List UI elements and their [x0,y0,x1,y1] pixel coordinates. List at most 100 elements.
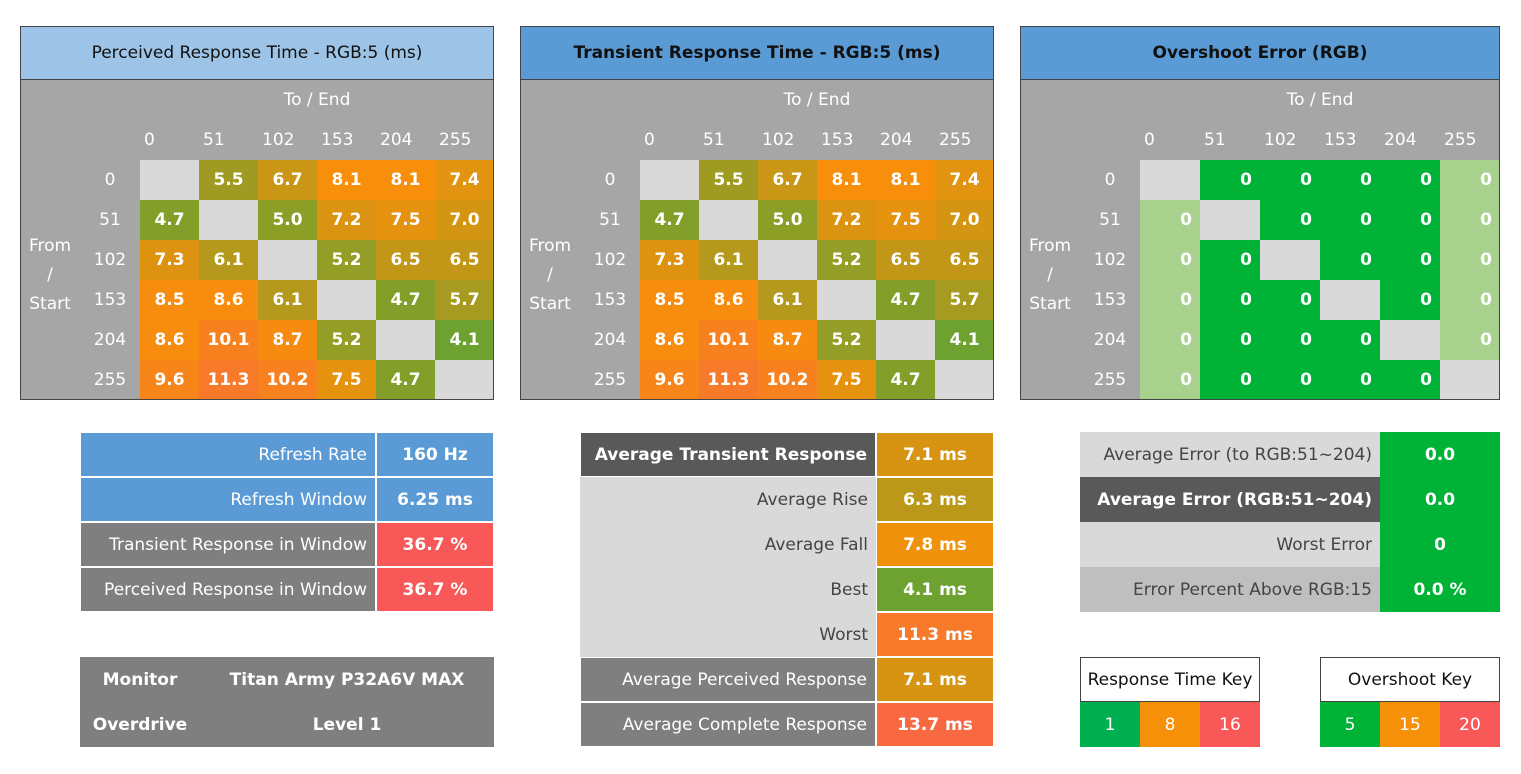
value-cell: 7.5 [876,200,935,240]
col-level: 0 [1140,120,1200,160]
value-cell: 5.2 [317,240,376,280]
corner [520,80,640,160]
key-value: 15 [1380,702,1440,747]
diagonal-cell [376,320,435,360]
value-cell: 7.0 [935,200,994,240]
col-level: 102 [1260,120,1320,160]
stat-label: Perceived Response in Window [80,567,376,612]
value-cell: 0 [1260,280,1320,320]
value-cell: 10.2 [258,360,317,400]
row-level: 255 [1080,360,1140,400]
value-cell: 0 [1260,360,1320,400]
diagonal-cell [140,160,199,200]
value-cell: 6.1 [699,240,758,280]
row-level: 204 [80,320,140,360]
value-cell: 7.5 [317,360,376,400]
row-header-line: / [47,265,53,285]
corner [1020,80,1140,160]
stat-label: Refresh Rate [80,432,376,477]
value-cell: 0 [1320,240,1380,280]
diagonal-cell [199,200,258,240]
value-cell: 6.7 [758,160,817,200]
row-level: 153 [580,280,640,320]
diagonal-cell [935,360,994,400]
row-header-line: Start [529,294,571,314]
value-cell: 8.1 [376,160,435,200]
matrix-title: Transient Response Time - RGB:5 (ms) [520,26,994,80]
value-cell: 0 [1380,240,1440,280]
transient-label: Average Fall [580,522,876,567]
error-value: 0.0 [1380,432,1500,477]
value-cell: 0 [1320,160,1380,200]
value-cell: 8.5 [640,280,699,320]
col-level: 51 [699,120,758,160]
value-cell: 5.7 [435,280,494,320]
diagonal-cell [435,360,494,400]
value-cell: 4.7 [876,360,935,400]
row-header-line: From [528,236,572,256]
monitor-label: Overdrive [80,702,200,747]
value-cell: 0 [1440,280,1500,320]
value-cell: 0 [1200,280,1260,320]
row-level: 102 [580,240,640,280]
value-cell: 10.2 [758,360,817,400]
row-level: 204 [1080,320,1140,360]
value-cell: 7.5 [817,360,876,400]
value-cell: 6.1 [258,280,317,320]
col-level: 102 [758,120,817,160]
value-cell: 0 [1320,360,1380,400]
col-level: 204 [1380,120,1440,160]
value-cell: 7.3 [640,240,699,280]
value-cell: 11.3 [699,360,758,400]
value-cell: 0 [1260,200,1320,240]
key-value: 16 [1200,702,1260,747]
key-value: 8 [1140,702,1200,747]
row-level: 51 [80,200,140,240]
value-cell: 6.5 [435,240,494,280]
matrix-title: Overshoot Error (RGB) [1020,26,1500,80]
value-cell: 0 [1440,240,1500,280]
value-cell: 0 [1140,320,1200,360]
row-header-line: / [1047,265,1053,285]
value-cell: 7.3 [140,240,199,280]
transient-value: 7.1 ms [876,657,994,702]
col-level: 0 [640,120,699,160]
stat-label: Transient Response in Window [80,522,376,567]
row-header [520,160,580,400]
error-label: Average Error (RGB:51~204) [1080,477,1380,522]
stat-value: 36.7 % [376,567,494,612]
error-value: 0.0 [1380,477,1500,522]
diagonal-cell [1260,240,1320,280]
value-cell: 10.1 [699,320,758,360]
value-cell: 4.7 [140,200,199,240]
row-header-line: From [28,236,72,256]
value-cell: 8.1 [876,160,935,200]
row-header-text: From / Start [20,232,80,319]
transient-label: Average Perceived Response [580,657,876,702]
monitor-value: Titan Army P32A6V MAX [200,657,494,702]
transient-label: Worst [580,612,876,657]
row-level: 255 [580,360,640,400]
value-cell: 0 [1320,320,1380,360]
value-cell: 5.5 [199,160,258,200]
row-header-text: From / Start [1020,232,1080,319]
diagonal-cell [317,280,376,320]
value-cell: 0 [1380,200,1440,240]
diagonal-cell [876,320,935,360]
transient-value: 4.1 ms [876,567,994,612]
value-cell: 5.5 [699,160,758,200]
row-header-line: From [1028,236,1072,256]
value-cell: 0 [1380,360,1440,400]
value-cell: 8.6 [640,320,699,360]
value-cell: 6.7 [258,160,317,200]
transient-value: 6.3 ms [876,477,994,522]
value-cell: 4.7 [376,280,435,320]
diagonal-cell [817,280,876,320]
value-cell: 0 [1140,280,1200,320]
value-cell: 7.2 [817,200,876,240]
value-cell: 6.5 [876,240,935,280]
value-cell: 7.2 [317,200,376,240]
row-level: 102 [1080,240,1140,280]
col-level: 102 [258,120,317,160]
error-label: Error Percent Above RGB:15 [1080,567,1380,612]
